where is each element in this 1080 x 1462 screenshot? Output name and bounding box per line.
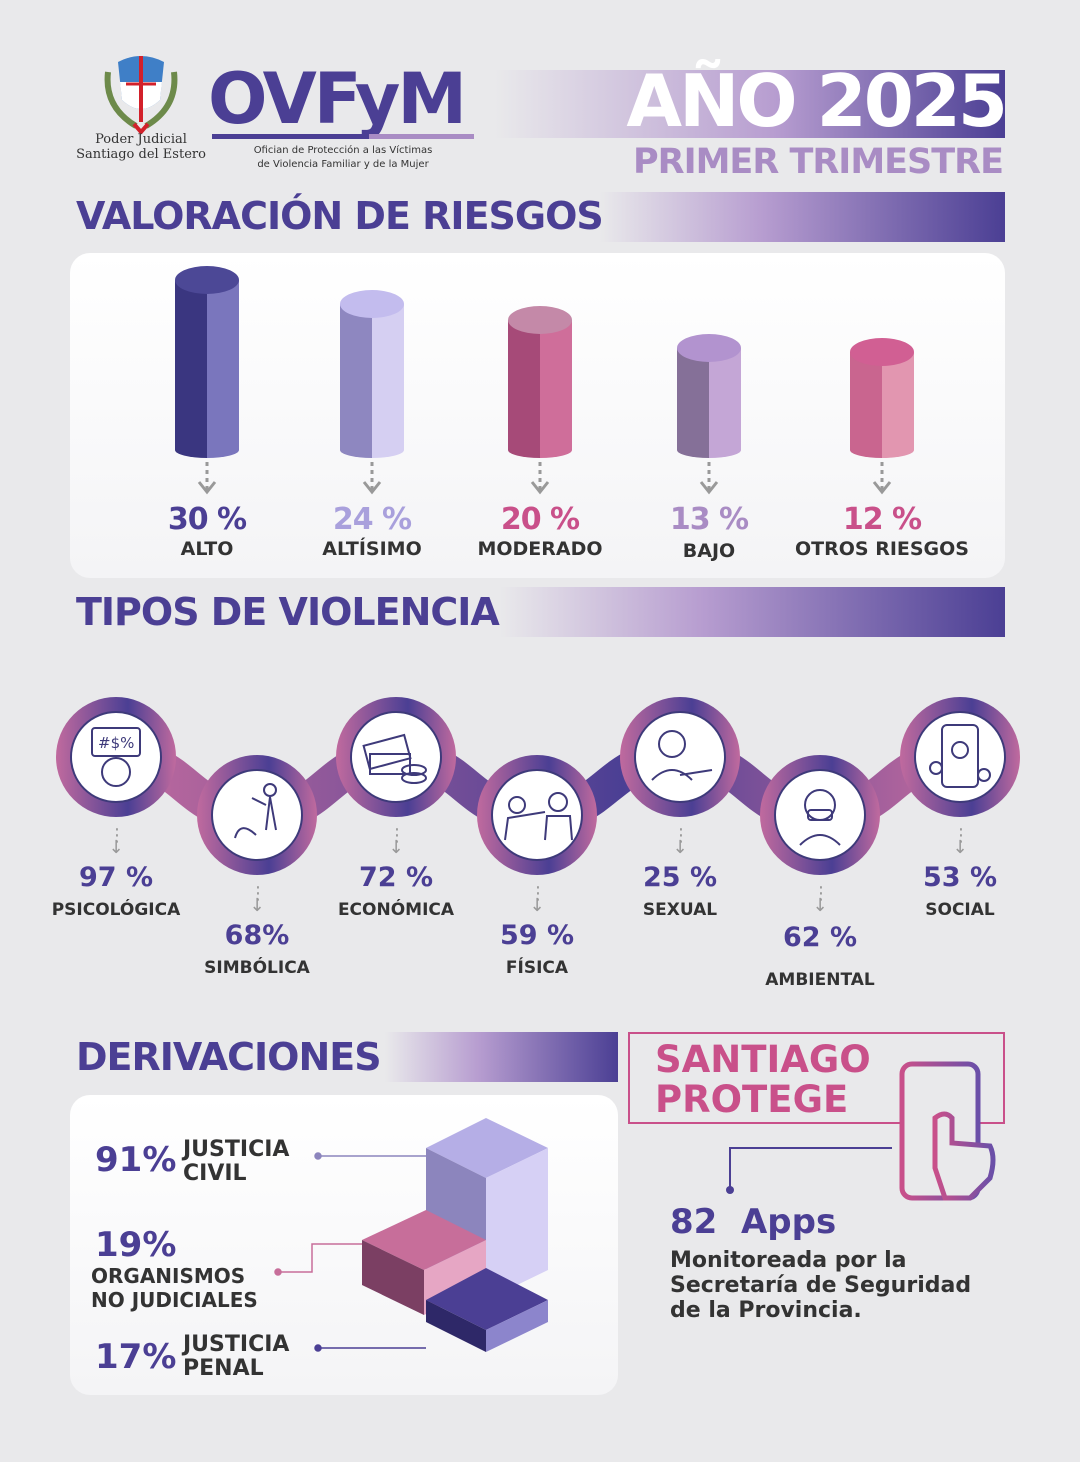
- arrow-down-icon: ⋮ ↓: [812, 883, 830, 916]
- risk-category-label: BAJO: [682, 540, 736, 562]
- risk-section-title: VALORACIÓN DE RIESGOS: [76, 194, 604, 238]
- brand-underline: [212, 134, 474, 139]
- santiago-title-1: SANTIAGO: [655, 1038, 871, 1081]
- violence-type-label: FÍSICA: [505, 958, 569, 978]
- violence-type-label: ECONÓMICA: [337, 900, 455, 920]
- violence-pct: 53 %: [922, 862, 998, 893]
- risk-value-label: 13 %: [669, 502, 749, 537]
- submission-icon: [211, 769, 303, 861]
- risk-value-label: 24 %: [332, 502, 412, 537]
- organisms-pct: 19%: [95, 1225, 177, 1265]
- santiago-protege-box: [628, 1032, 1005, 1124]
- brand-logo: OVFyM: [208, 58, 467, 140]
- brand-subtitle-2: de Violencia Familiar y de la Mujer: [257, 159, 429, 170]
- violence-pct: 97 %: [78, 862, 154, 893]
- violence-type-label: PSICOLÓGICA: [51, 900, 181, 920]
- arrow-down-icon: ⋮ ↓: [672, 825, 690, 858]
- risk-category-label: MODERADO: [477, 538, 603, 560]
- violence-pct: 25 %: [642, 862, 718, 893]
- arrow-down-icon: ⋮ ↓: [952, 825, 970, 858]
- risk-bar-2: [508, 306, 572, 495]
- santiago-title-2: PROTEGE: [655, 1078, 849, 1121]
- apps-desc-3: de la Provincia.: [670, 1298, 862, 1323]
- penal-label-1: JUSTICIA: [183, 1332, 290, 1357]
- risk-bar-1: [340, 290, 404, 495]
- poder-judicial-crest-logo: [104, 56, 178, 134]
- civil-block: [426, 1118, 548, 1178]
- penal-label-2: PENAL: [183, 1356, 264, 1381]
- risk-value-label: 12 %: [842, 502, 922, 537]
- arrow-down-icon: ⋮ ↓: [388, 825, 406, 858]
- arrow-down-icon: ⋮ ↓: [249, 883, 267, 916]
- violence-type-label: SIMBÓLICA: [204, 958, 310, 978]
- violence-pct: 72 %: [358, 862, 434, 893]
- violence-type-label: AMBIENTAL: [765, 970, 875, 990]
- risk-value-label: 30 %: [167, 502, 247, 537]
- risk-bar-4: [850, 338, 914, 495]
- risk-value-label: 20 %: [500, 502, 580, 537]
- risk-bar-3: [677, 334, 741, 495]
- civil-pct: 91%: [95, 1140, 177, 1180]
- derivations-title-band: [385, 1032, 618, 1082]
- risk-title-band: [600, 192, 1005, 242]
- svg-text:#$%: #$%: [98, 734, 134, 752]
- arrow-down-icon: ⋮ ↓: [108, 825, 126, 858]
- apps-desc-2: Secretaría de Seguridad: [670, 1273, 972, 1298]
- arrow-down-icon: ⋮ ↓: [529, 883, 547, 916]
- mask-person-icon: [774, 769, 866, 861]
- money-icon: [350, 711, 442, 803]
- harassment-icon: [634, 711, 726, 803]
- period-label: PRIMER TRIMESTRE: [632, 142, 1004, 182]
- penal-pct: 17%: [95, 1337, 177, 1377]
- violence-section-title: TIPOS DE VIOLENCIA: [76, 590, 500, 634]
- year-band: [495, 70, 1005, 138]
- apps-desc-1: Monitoreada por la: [670, 1248, 907, 1273]
- phone-touch-icon: [726, 1061, 996, 1201]
- organisms-label-2: NO JUDICIALES: [91, 1288, 258, 1312]
- institution-name: Poder Judicial: [95, 132, 187, 147]
- violence-title-band: [500, 587, 1005, 637]
- organisms-label-1: ORGANISMOS: [91, 1264, 246, 1288]
- risk-category-label: ALTÍSIMO: [322, 538, 422, 560]
- year-label: AÑO 2025: [626, 59, 1008, 143]
- penal-block: [426, 1268, 548, 1330]
- risk-category-label: OTROS RIESGOS: [795, 538, 969, 560]
- derivations-section-title: DERIVACIONES: [76, 1035, 382, 1079]
- violence-chain: #$%: [56, 697, 1020, 875]
- violence-pct: 68%: [224, 920, 290, 951]
- apps-count: 82 Apps: [670, 1202, 837, 1242]
- violence-pct: 62 %: [782, 922, 858, 953]
- violence-type-label: SOCIAL: [925, 900, 995, 920]
- institution-province: Santiago del Estero: [76, 147, 206, 162]
- derivations-3d-blocks: [274, 1118, 548, 1352]
- risk-bar-0: [175, 266, 239, 495]
- risk-category-label: ALTO: [180, 538, 234, 560]
- risk-cylinder-chart: [175, 266, 914, 495]
- civil-label-2: CIVIL: [183, 1161, 247, 1186]
- violence-type-label: SEXUAL: [642, 900, 718, 920]
- violence-pct: 59 %: [499, 920, 575, 951]
- civil-label-1: JUSTICIA: [183, 1137, 290, 1162]
- brand-subtitle-1: Ofician de Protección a las Víctimas: [253, 145, 433, 156]
